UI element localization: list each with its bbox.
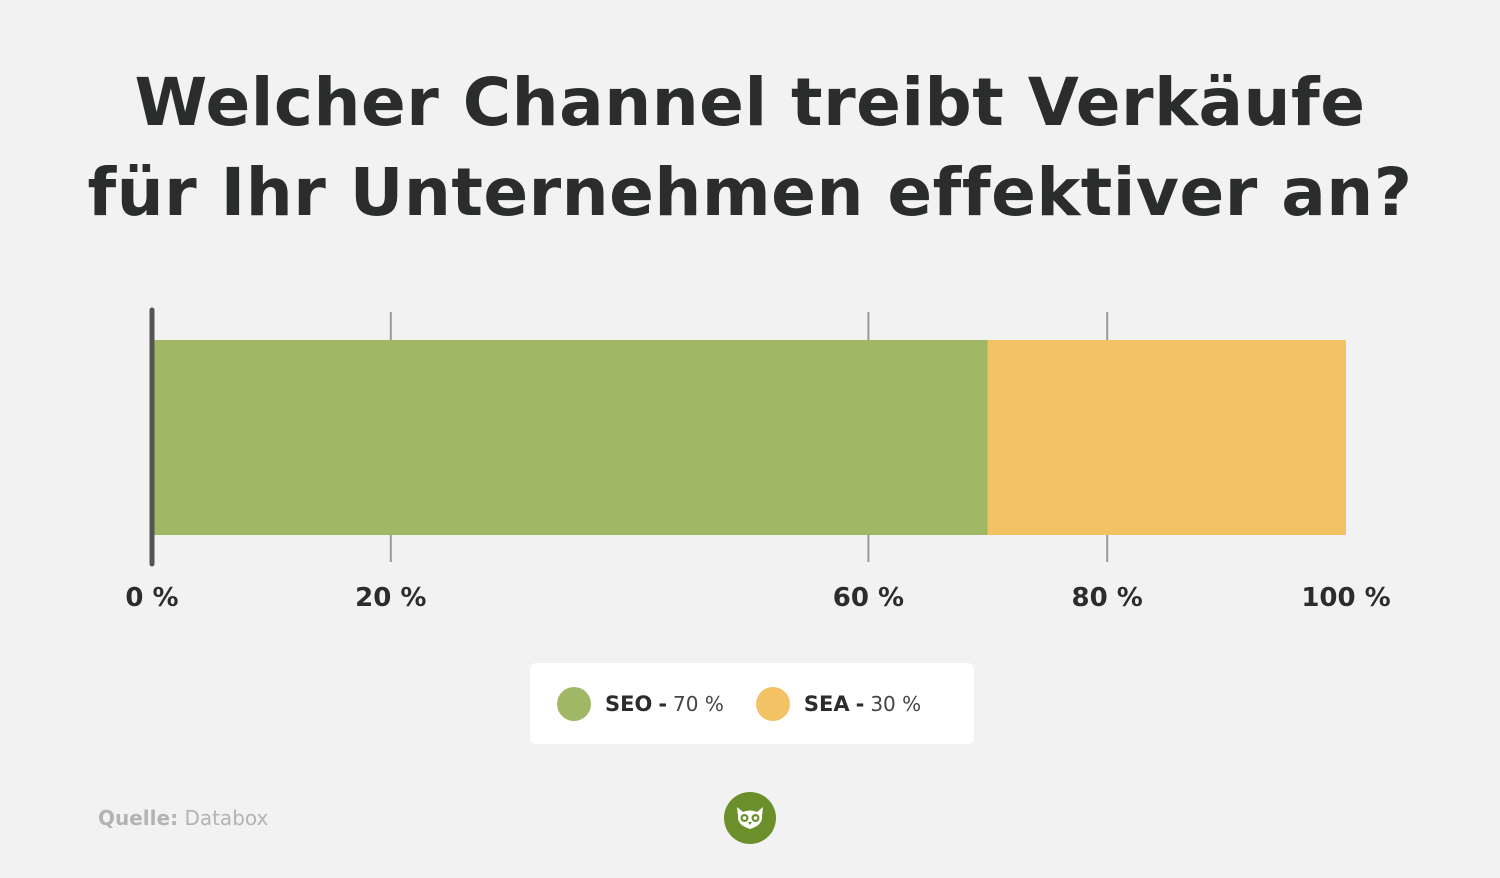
- source-value: Databox: [184, 806, 269, 830]
- x-tick-label-0: 0 %: [125, 583, 178, 613]
- title-line-1: Welcher Channel treibt Verkäufe: [134, 64, 1366, 141]
- legend: SEO - 70 % SEA - 30 %: [530, 663, 974, 744]
- x-tick-label-2: 60 %: [833, 583, 904, 613]
- source-note: Quelle: Databox: [98, 806, 268, 830]
- stacked-bar-chart: 0 % 20 % 60 % 80 % 100 %: [125, 307, 1391, 613]
- bar-segment-seo: [152, 340, 988, 535]
- legend-label-sea: SEA: [803, 691, 850, 716]
- source-label: Quelle:: [98, 806, 179, 830]
- legend-value-sea: 30 %: [870, 691, 922, 716]
- x-tick-label-1: 20 %: [355, 583, 426, 613]
- legend-item-seo: SEO - 70 %: [557, 686, 724, 721]
- bar-segment-sea: [987, 340, 1346, 535]
- owl-icon: [724, 792, 776, 844]
- legend-value-seo: 70 %: [673, 691, 724, 716]
- x-tick-label-3: 80 %: [1072, 583, 1143, 613]
- legend-item-sea: SEA - 30 %: [755, 686, 922, 721]
- legend-swatch-seo: [557, 686, 591, 721]
- legend-swatch-sea: [755, 686, 790, 721]
- chart-title: Welcher Channel treibt Verkäufe für Ihr …: [0, 58, 1500, 238]
- x-tick-label-4: 100 %: [1301, 583, 1390, 613]
- legend-label-seo: SEO: [605, 691, 653, 716]
- title-line-2: für Ihr Unternehmen effektiver an?: [87, 154, 1413, 231]
- legend-separator-seo: -: [658, 691, 668, 716]
- legend-separator-sea: -: [855, 691, 865, 716]
